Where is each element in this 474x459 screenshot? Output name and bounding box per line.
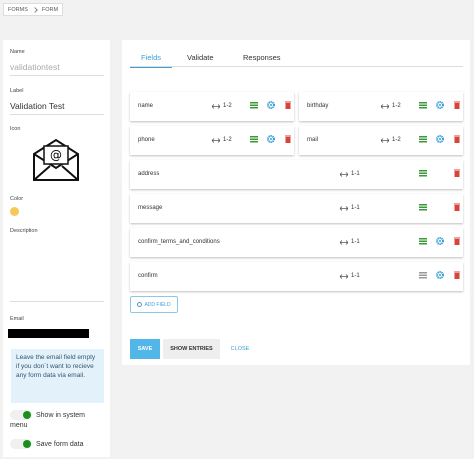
field-name: address [138, 171, 160, 177]
field-label: Email [10, 316, 24, 322]
field-name: phone [138, 137, 155, 143]
list-icon[interactable] [419, 135, 427, 145]
toggle[interactable] [10, 410, 32, 420]
gear-icon[interactable] [267, 135, 275, 145]
breadcrumb: FORMS FORM [3, 3, 64, 16]
field-card[interactable]: phone 1-2 [130, 126, 294, 155]
field-label: Description [10, 228, 38, 234]
trash-icon[interactable] [453, 135, 461, 145]
color-swatch[interactable] [10, 207, 19, 216]
field-label: Color [10, 196, 24, 202]
list-icon[interactable] [250, 101, 258, 111]
field-width: 1-1 [351, 239, 360, 245]
add-field-button[interactable]: ADD FIELD [130, 296, 178, 313]
gear-icon[interactable] [436, 237, 444, 247]
form-panel: Fields Validate Responses ADD FIELD SAVE… [122, 40, 470, 365]
field-card[interactable]: message 1-1 [130, 194, 463, 223]
field-label: Icon [10, 126, 21, 132]
width-arrow [339, 240, 349, 247]
toggle-row[interactable]: Show in system menu [10, 410, 104, 431]
breadcrumb-link[interactable]: FORMS [8, 6, 28, 13]
trash-icon[interactable] [453, 237, 461, 247]
field-card[interactable]: birthday 1-2 [299, 92, 463, 121]
field-label: Label [10, 88, 24, 94]
field-name: mail [307, 137, 319, 143]
trash-icon[interactable] [284, 135, 292, 145]
field-width: 1-2 [392, 103, 401, 109]
tab[interactable]: Validate [187, 53, 214, 62]
toggle-row[interactable]: Save form data [10, 439, 104, 450]
width-arrow [380, 138, 390, 145]
width-arrow [339, 206, 349, 213]
width-arrow [211, 104, 221, 111]
name-input[interactable]: validationtest [10, 62, 104, 76]
trash-icon[interactable] [453, 101, 461, 111]
field-name: confirm_terms_and_conditions [138, 239, 220, 245]
gear-icon[interactable] [436, 271, 444, 281]
sidebar: Name validationtest Label Validation Tes… [3, 40, 110, 457]
email-input-redacted[interactable] [8, 329, 89, 338]
field-width: 1-1 [351, 273, 360, 279]
svg-text:@: @ [50, 148, 62, 162]
trash-icon[interactable] [284, 101, 292, 111]
list-icon[interactable] [419, 169, 427, 179]
field-width: 1-1 [351, 205, 360, 211]
trash-icon[interactable] [453, 271, 461, 281]
list-icon[interactable] [419, 101, 427, 111]
field-width: 1-2 [223, 103, 232, 109]
field-width: 1-2 [223, 137, 232, 143]
gear-icon[interactable] [267, 101, 275, 111]
field-card[interactable]: name 1-2 [130, 92, 294, 121]
field-name: birthday [307, 103, 329, 109]
field-name: name [138, 103, 154, 109]
toggle[interactable] [10, 439, 32, 449]
gear-icon[interactable] [436, 101, 444, 111]
field-width: 1-2 [392, 137, 401, 143]
toggle-label: Save form data [36, 440, 84, 448]
trash-icon[interactable] [453, 169, 461, 179]
trash-icon[interactable] [453, 203, 461, 213]
field-name: confirm [138, 273, 158, 279]
width-arrow [380, 104, 390, 111]
list-icon[interactable] [250, 135, 258, 145]
close-link[interactable]: CLOSE [230, 346, 250, 352]
breadcrumb-current: FORM [41, 6, 59, 13]
save-button[interactable]: SAVE [130, 339, 160, 359]
field-name: message [138, 205, 163, 211]
list-icon[interactable] [419, 237, 427, 247]
chevron [32, 6, 38, 13]
field-card[interactable]: mail 1-2 [299, 126, 463, 155]
toggle-label: Show in system menu [10, 411, 86, 429]
width-arrow [211, 138, 221, 145]
description-input[interactable] [10, 238, 104, 302]
button-label: ADD FIELD [144, 301, 171, 308]
field-card[interactable]: confirm_terms_and_conditions 1-1 [130, 228, 463, 257]
label-input[interactable]: Validation Test [10, 101, 104, 115]
tab-active[interactable]: Fields [130, 53, 173, 68]
gear-icon[interactable] [436, 135, 444, 145]
list-icon[interactable] [419, 271, 427, 281]
field-card[interactable]: address 1-1 [130, 160, 463, 189]
tabs: Fields Validate Responses [130, 52, 463, 68]
show-entries-button[interactable]: SHOW ENTRIES [163, 339, 220, 359]
envelope-icon[interactable]: @ [32, 138, 80, 182]
field-width: 1-1 [351, 171, 360, 177]
field-card[interactable]: confirm 1-1 [130, 262, 463, 291]
tab[interactable]: Responses [243, 53, 281, 62]
email-hint: Leave the email field empty if you don´t… [11, 349, 104, 403]
field-label: Name [10, 49, 25, 55]
width-arrow [339, 172, 349, 179]
width-arrow [339, 274, 349, 281]
list-icon[interactable] [419, 203, 427, 213]
